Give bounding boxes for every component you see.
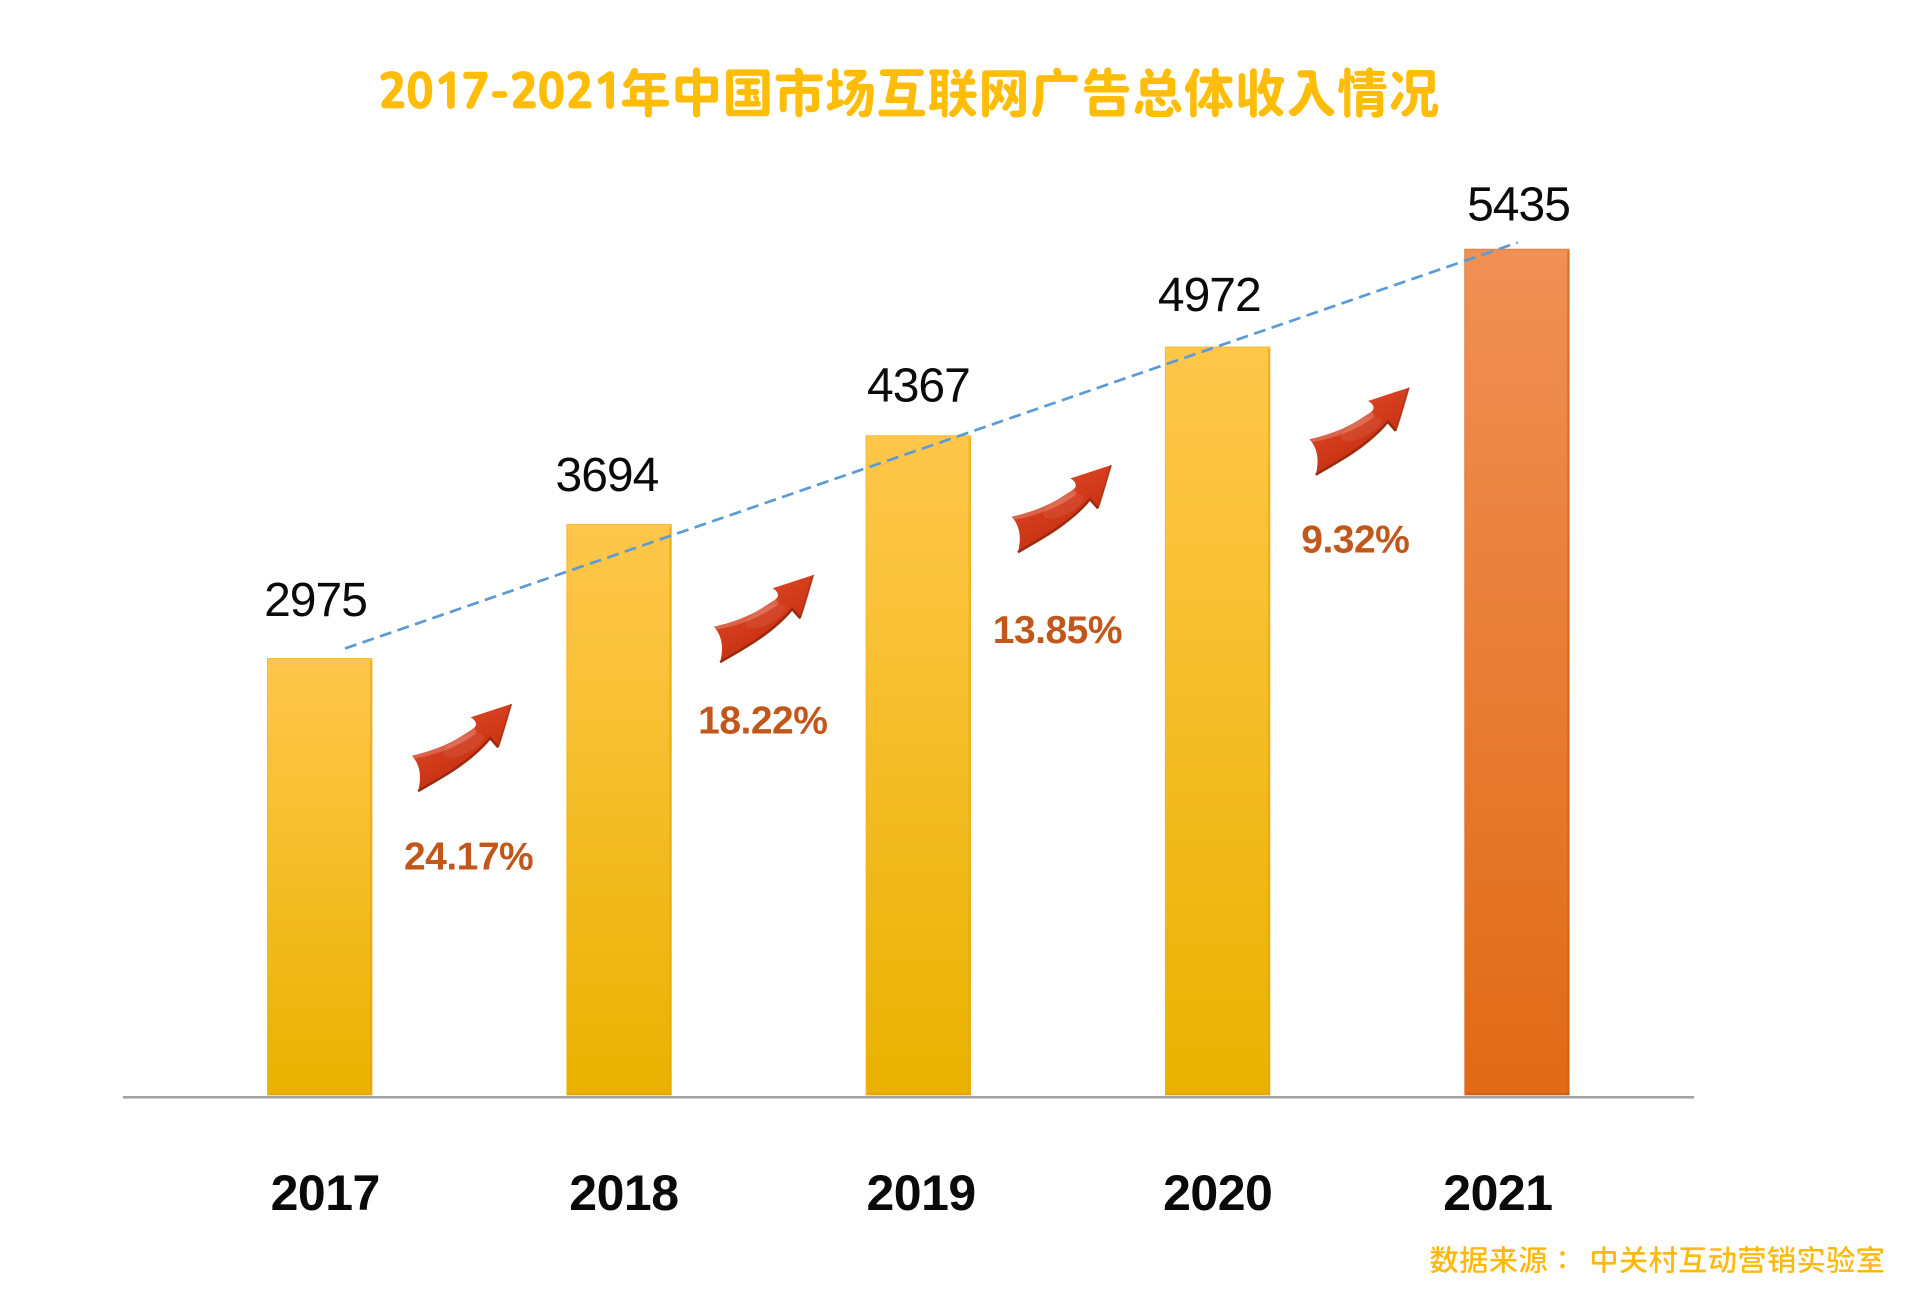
svg-text:5435: 5435 xyxy=(1467,178,1570,231)
svg-text:2975: 2975 xyxy=(264,574,367,627)
svg-text:9.32%: 9.32% xyxy=(1301,519,1409,562)
svg-text:4367: 4367 xyxy=(867,360,970,413)
svg-text:2017: 2017 xyxy=(271,1165,380,1221)
svg-text:3694: 3694 xyxy=(556,449,659,502)
svg-text:2019: 2019 xyxy=(866,1165,975,1221)
svg-text:18.22%: 18.22% xyxy=(698,700,827,743)
svg-text:13.85%: 13.85% xyxy=(993,609,1122,652)
svg-text:24.17%: 24.17% xyxy=(404,836,533,879)
svg-text:4972: 4972 xyxy=(1158,269,1261,322)
svg-text:2021: 2021 xyxy=(1443,1165,1552,1221)
svg-text:2018: 2018 xyxy=(569,1165,678,1221)
svg-text:2020: 2020 xyxy=(1163,1165,1272,1221)
